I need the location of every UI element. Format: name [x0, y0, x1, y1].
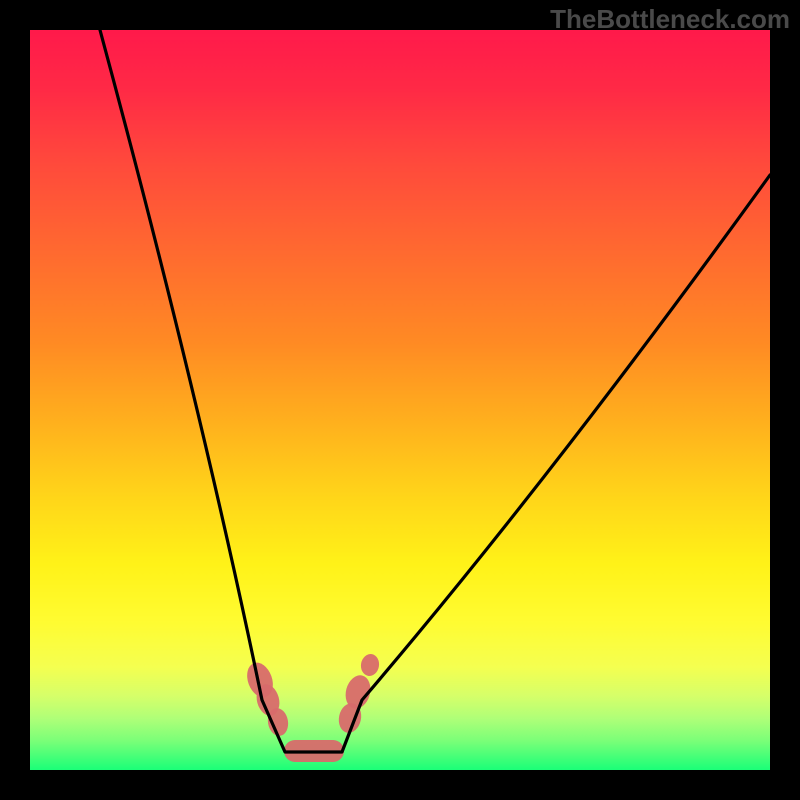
bottleneck-curve	[0, 0, 800, 800]
watermark-text: TheBottleneck.com	[550, 4, 790, 35]
chart-stage: TheBottleneck.com	[0, 0, 800, 800]
v-curve-path	[100, 30, 770, 752]
